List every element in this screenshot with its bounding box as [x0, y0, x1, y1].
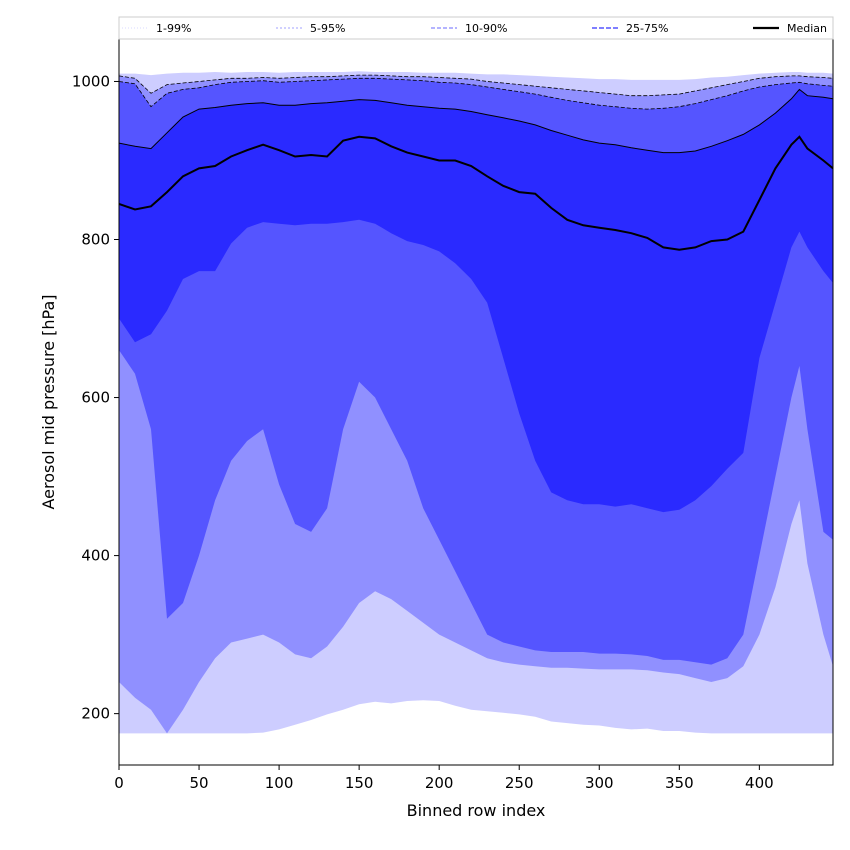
line-95: [119, 74, 833, 97]
x-axis-label: Binned row index: [407, 801, 546, 820]
line-75: [119, 88, 833, 154]
percentile-bands: [119, 71, 833, 734]
legend-label: 10-90%: [465, 22, 507, 35]
x-tick-label: 300: [585, 774, 614, 792]
x-tick-label: 50: [189, 774, 208, 792]
legend-frame: [118, 16, 834, 40]
legend-label: Median: [787, 22, 827, 35]
x-tick-label: 200: [425, 774, 454, 792]
x-tick-label: 400: [745, 774, 774, 792]
x-tick-label: 150: [345, 774, 374, 792]
legend: 1-99% 5-95% 10-90% 25-75% Median: [118, 16, 834, 40]
legend-label: 5-95%: [310, 22, 345, 35]
y-tick-label: 400: [81, 547, 110, 565]
legend-label: 1-99%: [156, 22, 191, 35]
legend-label: 25-75%: [626, 22, 668, 35]
x-tick-label: 100: [265, 774, 294, 792]
line-90: [119, 77, 833, 110]
percentile-lines: [119, 74, 833, 251]
y-tick-label: 200: [81, 705, 110, 723]
y-tick-label: 600: [81, 389, 110, 407]
y-axis-label: Aerosol mid pressure [hPa]: [39, 294, 58, 509]
x-axis: 0 50 100 150 200 250 300 350 400: [114, 765, 774, 792]
x-tick-label: 0: [114, 774, 124, 792]
y-tick-label: 1000: [72, 72, 110, 90]
median-line: [119, 135, 833, 251]
x-tick-label: 250: [505, 774, 534, 792]
band-25-75: [119, 89, 833, 513]
x-tick-label: 350: [665, 774, 694, 792]
y-tick-label: 800: [81, 231, 110, 249]
y-axis: 200 400 600 800 1000: [72, 72, 119, 723]
